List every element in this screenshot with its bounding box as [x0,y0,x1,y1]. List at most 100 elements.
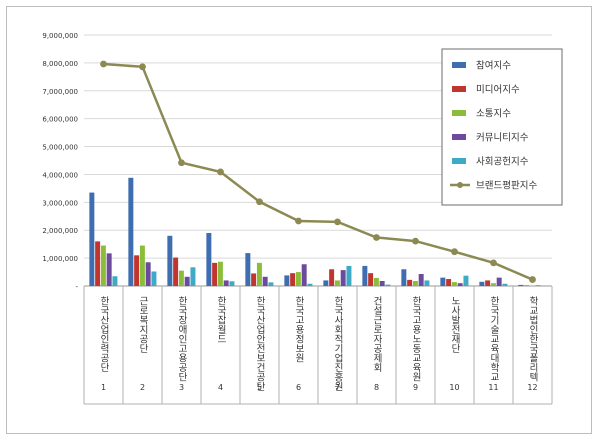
bar [301,264,307,286]
legend-label: 참여지수 [476,60,511,72]
bar [418,274,424,286]
bar [385,284,391,286]
bar [95,241,101,286]
category-number: 8 [374,383,379,392]
bar [223,280,229,286]
bar [100,245,106,286]
bar [295,272,301,286]
line-point [334,218,341,226]
bar [323,280,329,286]
bar [518,284,524,286]
bar [401,269,407,286]
y-tick-label: - [75,283,78,291]
bar [379,280,385,286]
bar [217,261,223,286]
bar [451,282,457,286]
bar [256,262,262,286]
legend-marker [457,182,463,188]
y-tick-label: 6,000,000 [42,116,78,124]
x-tick-label: 근로복지공단 [137,296,148,353]
bar [134,255,140,286]
x-tick-label: 노사발전재단 [449,296,460,353]
legend-swatch [452,62,466,68]
category-number: 11 [488,383,498,392]
line-point [139,63,146,71]
bar [446,279,452,286]
bar [112,276,118,286]
bar [535,285,541,286]
bar [457,283,463,286]
line-point [412,237,419,245]
x-tick-label: 한국사회적기업진흥원 [332,296,343,391]
x-tick-label: 학교법인한국폴리텍 [527,296,538,382]
legend-box [441,48,563,206]
bar [496,277,502,286]
category-number: 3 [179,383,184,392]
legend-swatch [452,158,466,164]
line-point [490,259,497,267]
bar [184,276,190,286]
x-tick-label: 건설근로자공제회 [371,296,382,373]
bar [145,262,151,286]
category-number: 10 [449,383,459,392]
bar [206,233,212,286]
y-tick-label: 3,000,000 [42,199,78,207]
bar [329,269,335,286]
bar [173,257,179,286]
bar [229,281,235,286]
category-number: 12 [527,383,537,392]
category-number: 7 [335,383,340,392]
bar [368,273,374,286]
bar [502,283,508,286]
x-tick-label: 한국장애인고용공단 [176,296,187,382]
bar [485,280,491,286]
bar [106,253,112,286]
bar [190,267,196,286]
line-path [103,62,533,281]
bar [290,273,296,286]
legend-label: 소통지수 [476,109,511,120]
bars [89,177,547,286]
line-point [178,159,185,167]
category-number: 5 [257,383,262,392]
legend-label: 브랜드평판지수 [476,181,537,192]
x-tick-label: 한국산업인력공단 [98,296,109,372]
y-tick-label: 1,000,000 [42,255,78,263]
y-tick-label: 8,000,000 [42,60,78,68]
bar [412,280,418,286]
bar [490,283,496,286]
legend-swatch [452,134,466,140]
bar [373,277,379,286]
bar [128,177,134,286]
y-axis: - 1,000,000 2,000,000 3,000,000 4,000,000 5,0… [42,32,78,291]
category-number: 2 [140,383,145,392]
line-point [529,276,536,283]
legend-swatch [452,110,466,116]
line-point [451,248,458,256]
bar [212,262,218,286]
bar [89,192,95,286]
line-point [373,234,380,241]
y-tick-label: 2,000,000 [42,227,78,235]
bar [407,279,413,286]
x-tick-label: 한국고용정보원 [293,296,304,363]
bar [151,271,157,286]
bar [334,280,340,286]
legend-label: 미디어지수 [476,85,520,96]
line-point [100,60,107,68]
chart-frame: - 1,000,000 2,000,000 3,000,000 4,000,000 5,0… [6,6,592,434]
category-number: 9 [413,383,418,392]
bar [340,270,346,286]
category-number: 1 [101,383,106,392]
line-series [100,60,536,283]
bar [178,270,184,286]
bar [463,275,469,286]
x-tick-label: 한국잡월드 [215,296,226,344]
bar [524,285,530,286]
category-number: 4 [218,383,223,392]
bar [245,253,251,286]
y-tick-label: 4,000,000 [42,171,78,179]
bar [139,245,145,286]
bar [268,282,274,286]
